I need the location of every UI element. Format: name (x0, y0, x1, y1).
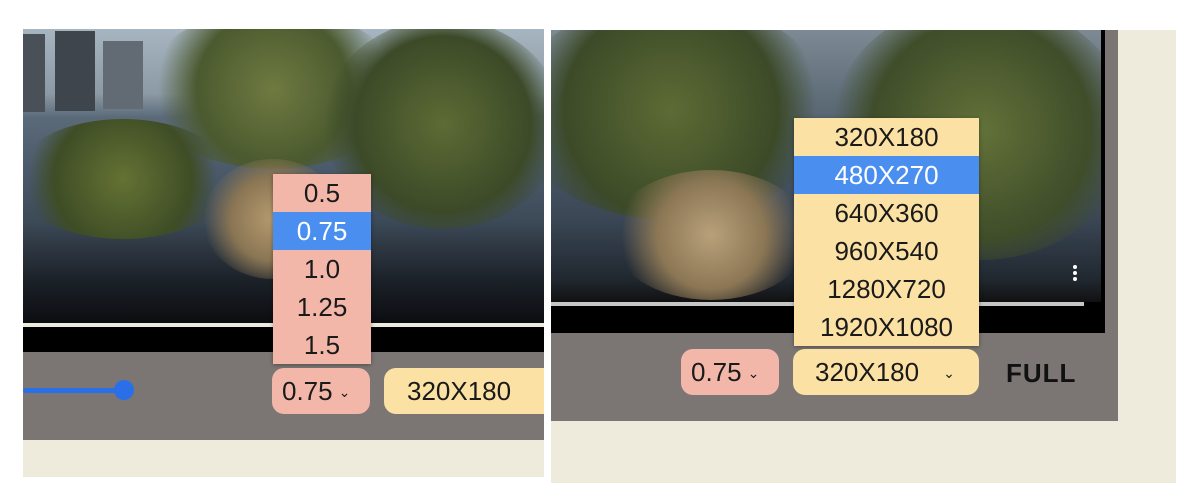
resolution-option[interactable]: 1280X720 (827, 274, 946, 304)
speed-option[interactable]: 1.5 (303, 330, 341, 360)
speed-option[interactable]: 1.0 (303, 254, 341, 284)
speed-options-list[interactable]: 0.5 0.75 1.0 1.25 1.5 (273, 174, 371, 364)
resolution-option[interactable]: 640X360 (834, 198, 939, 228)
resolution-select-value: 320X180 (815, 356, 920, 387)
resolution-select[interactable]: 320X180 (384, 368, 544, 414)
chevron-down-icon: ⌄ (943, 364, 955, 381)
speed-select[interactable]: 0.75 ⌄ (272, 368, 370, 414)
video-player-right: 320X180 480X270 640X360 960X540 1280X720… (551, 30, 1176, 483)
building-shape (55, 31, 95, 111)
speed-option-selected[interactable]: 0.75 (273, 212, 371, 250)
kebab-menu-icon[interactable] (1073, 265, 1079, 283)
speed-option[interactable]: 1.25 (296, 292, 348, 322)
chevron-down-icon: ⌄ (338, 383, 351, 400)
resolution-select-value: 320X180 (407, 375, 512, 406)
resolution-option[interactable]: 960X540 (834, 236, 939, 266)
speed-select-value: 0.75 (282, 375, 333, 406)
video-frame[interactable] (23, 29, 544, 323)
resolution-select[interactable]: 320X180 ⌄ (793, 349, 979, 395)
building-shape (23, 34, 45, 112)
foliage (611, 170, 811, 300)
resolution-options-list[interactable]: 320X180 480X270 640X360 960X540 1280X720… (794, 118, 979, 346)
foliage (23, 119, 233, 239)
speed-select[interactable]: 0.75 ⌄ (681, 349, 779, 395)
resolution-option[interactable]: 320X180 (834, 122, 939, 152)
chevron-down-icon: ⌄ (747, 364, 760, 381)
video-player-left: 0.5 0.75 1.0 1.25 1.5 0.75 ⌄ 320X180 (23, 29, 544, 477)
resolution-option-selected[interactable]: 480X270 (794, 156, 979, 194)
fullscreen-button[interactable]: FULL (1006, 358, 1077, 388)
speed-option[interactable]: 0.5 (303, 178, 341, 208)
volume-slider-handle[interactable] (114, 380, 134, 400)
building-shape (103, 41, 143, 109)
resolution-option[interactable]: 1920X1080 (819, 312, 954, 342)
speed-select-value: 0.75 (691, 356, 742, 387)
volume-slider-fill[interactable] (23, 388, 123, 393)
